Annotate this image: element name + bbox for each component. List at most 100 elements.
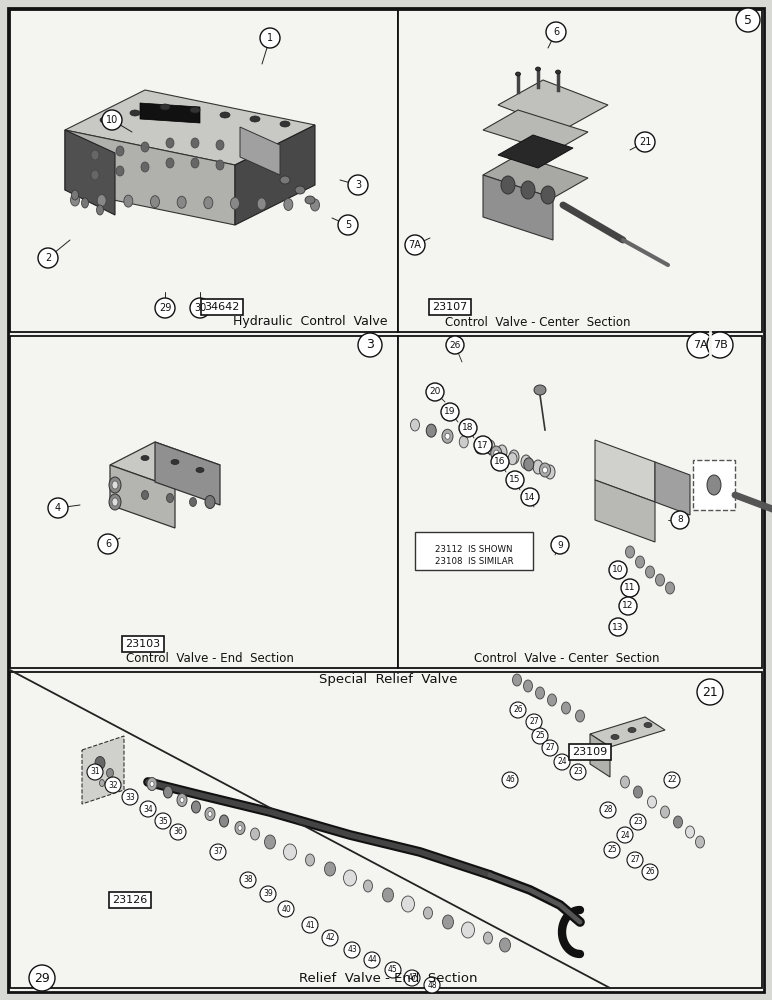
Ellipse shape — [625, 546, 635, 558]
Circle shape — [385, 962, 401, 978]
Circle shape — [664, 772, 680, 788]
Ellipse shape — [536, 687, 544, 699]
Bar — [398, 336, 762, 668]
Text: 33: 33 — [125, 792, 135, 802]
Ellipse shape — [87, 770, 93, 776]
Ellipse shape — [109, 494, 121, 510]
Text: 24: 24 — [557, 758, 567, 766]
Circle shape — [122, 789, 138, 805]
Circle shape — [405, 235, 425, 255]
Ellipse shape — [97, 195, 107, 207]
Ellipse shape — [220, 112, 230, 118]
Ellipse shape — [707, 475, 721, 495]
Ellipse shape — [109, 477, 121, 493]
Ellipse shape — [491, 446, 502, 460]
Ellipse shape — [130, 110, 140, 116]
Ellipse shape — [501, 176, 515, 194]
Ellipse shape — [95, 756, 105, 770]
Circle shape — [671, 511, 689, 529]
Text: 29: 29 — [159, 303, 171, 313]
Text: 27: 27 — [630, 856, 640, 864]
Text: Special  Relief  Valve: Special Relief Valve — [319, 674, 457, 686]
Ellipse shape — [426, 424, 436, 437]
Text: 39: 39 — [263, 890, 273, 898]
Text: 23126: 23126 — [113, 895, 147, 905]
Circle shape — [140, 801, 156, 817]
Ellipse shape — [216, 140, 224, 150]
Text: 36: 36 — [173, 828, 183, 836]
Circle shape — [604, 842, 620, 858]
Text: 44: 44 — [367, 956, 377, 964]
Text: 8: 8 — [677, 516, 683, 524]
Circle shape — [551, 536, 569, 554]
Circle shape — [506, 471, 524, 489]
Text: 31: 31 — [90, 768, 100, 776]
Polygon shape — [110, 442, 220, 488]
Text: 25: 25 — [535, 732, 545, 740]
Text: 5: 5 — [345, 220, 351, 230]
Polygon shape — [235, 125, 315, 225]
Text: 2: 2 — [45, 253, 51, 263]
Ellipse shape — [96, 205, 103, 215]
Ellipse shape — [250, 116, 260, 122]
Ellipse shape — [205, 808, 215, 820]
Circle shape — [635, 132, 655, 152]
Ellipse shape — [661, 806, 669, 818]
Ellipse shape — [177, 794, 187, 806]
Bar — [398, 10, 762, 332]
Ellipse shape — [91, 170, 99, 180]
Circle shape — [642, 864, 658, 880]
Text: 10: 10 — [106, 115, 118, 125]
Ellipse shape — [499, 938, 510, 952]
Text: 23107: 23107 — [432, 302, 468, 312]
Text: 43: 43 — [347, 946, 357, 954]
Circle shape — [474, 436, 492, 454]
Ellipse shape — [141, 490, 148, 499]
Ellipse shape — [280, 121, 290, 127]
Ellipse shape — [644, 722, 652, 728]
Ellipse shape — [547, 694, 557, 706]
Circle shape — [424, 977, 440, 993]
Circle shape — [736, 8, 760, 32]
Text: 46: 46 — [505, 776, 515, 784]
Text: Control  Valve - Center  Section: Control Valve - Center Section — [445, 316, 631, 328]
Text: 26: 26 — [513, 706, 523, 714]
Polygon shape — [498, 80, 608, 130]
Ellipse shape — [151, 196, 160, 208]
Circle shape — [364, 952, 380, 968]
Ellipse shape — [533, 460, 543, 474]
Ellipse shape — [475, 441, 485, 454]
Text: 48: 48 — [427, 980, 437, 990]
Ellipse shape — [116, 146, 124, 156]
Polygon shape — [595, 440, 655, 502]
Circle shape — [617, 827, 633, 843]
Circle shape — [260, 28, 280, 48]
Circle shape — [502, 772, 518, 788]
Ellipse shape — [521, 181, 535, 199]
Text: 3: 3 — [366, 338, 374, 352]
Circle shape — [87, 764, 103, 780]
Ellipse shape — [238, 826, 242, 830]
Circle shape — [155, 813, 171, 829]
Ellipse shape — [141, 142, 149, 152]
Ellipse shape — [442, 429, 453, 443]
Circle shape — [29, 965, 55, 991]
Ellipse shape — [686, 826, 695, 838]
Ellipse shape — [536, 67, 540, 71]
Ellipse shape — [655, 574, 665, 586]
Circle shape — [348, 175, 368, 195]
Ellipse shape — [190, 107, 200, 113]
Text: 13: 13 — [612, 622, 624, 632]
Ellipse shape — [665, 582, 675, 594]
Ellipse shape — [284, 198, 293, 210]
Ellipse shape — [611, 734, 619, 740]
Polygon shape — [140, 103, 200, 123]
Text: 29: 29 — [34, 972, 50, 984]
Text: 19: 19 — [444, 408, 455, 416]
Text: 22: 22 — [667, 776, 677, 784]
Text: 38: 38 — [243, 876, 252, 884]
Ellipse shape — [70, 194, 80, 206]
Ellipse shape — [167, 493, 174, 502]
Ellipse shape — [634, 786, 642, 798]
Polygon shape — [498, 135, 573, 168]
